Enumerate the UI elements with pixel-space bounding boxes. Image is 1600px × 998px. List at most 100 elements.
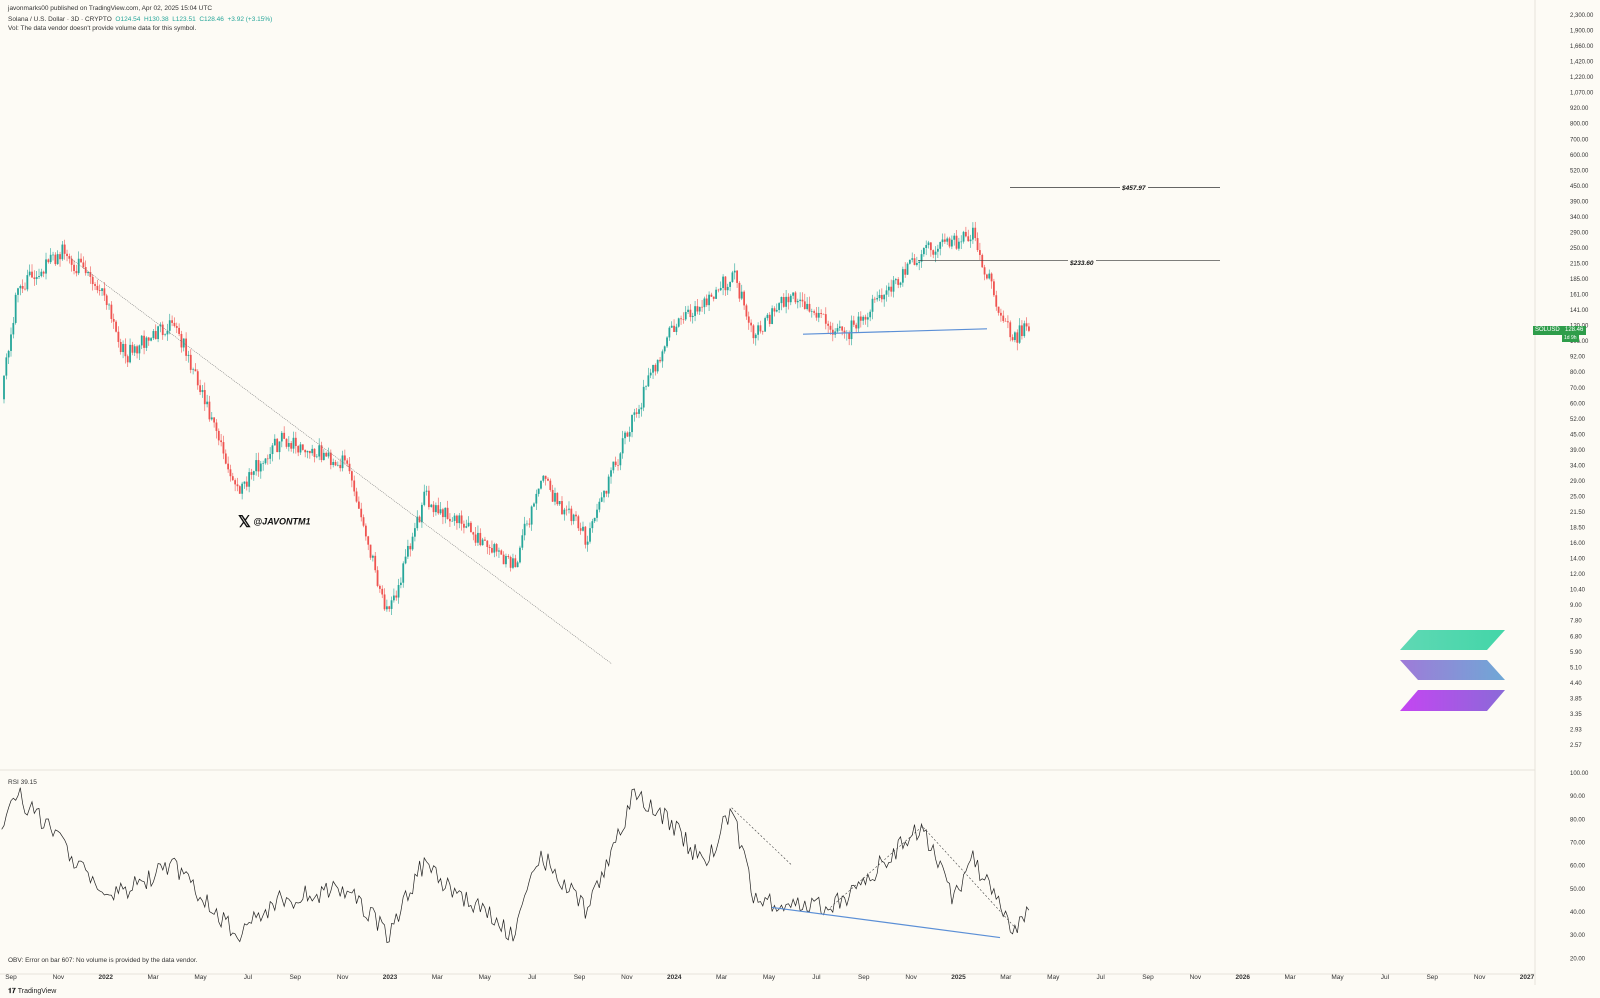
time-axis-tick: May xyxy=(1047,974,1060,981)
rsi-axis-tick: 80.00 xyxy=(1570,817,1586,823)
candle-body xyxy=(374,555,377,571)
candle-body xyxy=(472,532,475,535)
candle-body xyxy=(166,330,169,335)
time-axis-tick: Nov xyxy=(621,974,633,981)
candle-body xyxy=(161,324,164,336)
candle-body xyxy=(957,241,960,249)
price-axis-tick: 70.00 xyxy=(1570,386,1586,392)
candle-body xyxy=(346,460,349,464)
candle-body xyxy=(939,242,942,249)
candle-body xyxy=(806,303,809,310)
candle-body xyxy=(764,318,767,332)
candle-body xyxy=(612,461,615,471)
candle-body xyxy=(283,432,286,439)
support-line xyxy=(802,328,988,335)
candle-body xyxy=(820,312,823,314)
price-axis-tick: 1,420.00 xyxy=(1570,60,1594,66)
candle-body xyxy=(318,445,321,457)
candle-body xyxy=(890,286,893,292)
candle-body xyxy=(1011,337,1014,341)
candle-body xyxy=(3,375,5,400)
candle-body xyxy=(477,532,479,543)
candle-body xyxy=(451,520,454,522)
candle-body xyxy=(89,272,92,277)
candle-body xyxy=(430,504,433,508)
candle-body xyxy=(5,357,8,376)
candle-body xyxy=(332,461,335,466)
candle-body xyxy=(631,414,633,433)
candle-body xyxy=(701,306,703,308)
candle-body xyxy=(355,491,358,502)
time-axis-tick: Nov xyxy=(53,974,65,981)
price-axis-tick: 1,900.00 xyxy=(1570,29,1594,35)
candle-body xyxy=(911,258,914,260)
candle-body xyxy=(80,258,82,263)
candle-body xyxy=(304,449,307,453)
candle-body xyxy=(682,319,685,320)
candle-body xyxy=(59,254,61,260)
time-axis-tick: 2027 xyxy=(1520,974,1535,981)
candle-body xyxy=(635,412,638,414)
candle-body xyxy=(827,323,830,326)
candle-body xyxy=(498,550,500,552)
solana-bar-top xyxy=(1400,630,1505,650)
candle-body xyxy=(439,509,442,514)
candle-body xyxy=(507,556,510,558)
candle-body xyxy=(502,554,505,565)
rsi-dashed-2 xyxy=(830,825,1016,929)
candle-body xyxy=(824,314,827,324)
time-axis-tick: Sep xyxy=(1142,974,1154,981)
candle-body xyxy=(575,514,577,517)
candle-body xyxy=(591,521,594,529)
candle-body xyxy=(899,282,902,285)
candle-body xyxy=(250,472,253,475)
candle-body xyxy=(437,505,440,514)
candle-body xyxy=(565,509,568,511)
candle-body xyxy=(257,460,260,472)
candle-body xyxy=(411,536,414,550)
candle-body xyxy=(848,332,851,340)
candle-body xyxy=(493,544,496,553)
candle-body xyxy=(350,471,353,481)
candle-body xyxy=(652,364,654,373)
ohlc-low: L123.51 xyxy=(172,16,196,23)
price-axis-tick: 10.40 xyxy=(1570,588,1586,594)
price-axis-tick: 12.00 xyxy=(1570,572,1586,578)
candle-body xyxy=(768,314,771,324)
candle-body xyxy=(953,235,956,240)
rsi-line xyxy=(1,787,1030,943)
candle-body xyxy=(180,333,183,348)
candle-body xyxy=(343,455,346,461)
candle-body xyxy=(647,375,650,387)
tradingview-logo[interactable]: 𝟏𝟕 TradingView xyxy=(8,988,56,996)
candle-body xyxy=(91,276,94,285)
candle-body xyxy=(147,337,150,341)
candle-body xyxy=(428,490,430,508)
candle-body xyxy=(626,432,629,437)
price-axis-tick: 700.00 xyxy=(1570,137,1589,143)
candle-body xyxy=(906,263,909,275)
candle-body xyxy=(369,544,372,558)
candle-body xyxy=(925,245,928,249)
candle-body xyxy=(586,541,589,545)
candle-body xyxy=(390,600,393,609)
candle-body xyxy=(217,430,220,441)
candle-body xyxy=(915,263,918,265)
symbol-tag: SOLUSD xyxy=(1533,326,1562,335)
time-axis-tick: Jul xyxy=(1381,974,1390,981)
candle-body xyxy=(831,329,834,335)
candle-body xyxy=(729,281,731,287)
candle-body xyxy=(7,350,10,358)
candle-body xyxy=(852,320,855,325)
candle-body xyxy=(322,452,325,460)
candle-body xyxy=(927,242,930,246)
candle-body xyxy=(533,503,535,507)
candle-body xyxy=(68,256,71,259)
price-axis-tick: 6.80 xyxy=(1570,634,1582,640)
time-axis-tick: May xyxy=(1331,974,1344,981)
candle-body xyxy=(666,337,668,347)
footer-brand: TradingView xyxy=(17,988,57,995)
candle-body xyxy=(740,291,743,299)
